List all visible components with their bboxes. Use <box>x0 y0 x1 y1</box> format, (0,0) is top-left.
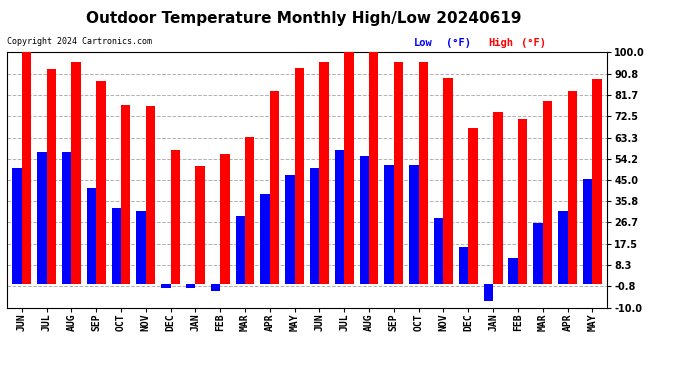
Bar <box>235 216 245 284</box>
Bar <box>96 81 106 284</box>
Bar <box>146 106 155 284</box>
Bar <box>62 152 71 284</box>
Bar <box>161 284 170 288</box>
Text: Outdoor Temperature Monthly High/Low 20240619: Outdoor Temperature Monthly High/Low 202… <box>86 11 522 26</box>
Bar <box>444 78 453 284</box>
Bar <box>37 152 47 284</box>
Bar <box>22 53 31 284</box>
Bar <box>87 188 96 284</box>
Bar <box>434 218 444 284</box>
Bar <box>509 258 518 284</box>
Bar <box>137 211 146 284</box>
Bar <box>409 165 419 284</box>
Bar <box>592 79 602 284</box>
Bar <box>567 91 577 284</box>
Bar <box>384 165 394 284</box>
Bar <box>121 105 130 284</box>
Bar <box>469 128 477 284</box>
Bar <box>359 156 369 284</box>
Bar <box>344 51 354 284</box>
Bar <box>518 118 527 284</box>
Bar <box>220 154 230 284</box>
Bar <box>47 69 56 284</box>
Bar <box>319 62 329 284</box>
Bar <box>245 137 255 284</box>
Bar <box>533 223 543 284</box>
Bar <box>186 284 195 288</box>
Bar <box>335 150 344 284</box>
Text: High: High <box>489 38 513 48</box>
Text: Low: Low <box>414 38 433 48</box>
Bar <box>112 208 121 284</box>
Bar <box>12 168 22 284</box>
Bar <box>285 176 295 284</box>
Text: Copyright 2024 Cartronics.com: Copyright 2024 Cartronics.com <box>7 38 152 46</box>
Bar <box>459 247 469 284</box>
Text: (°F): (°F) <box>446 38 471 48</box>
Bar <box>270 91 279 284</box>
Bar <box>583 179 592 284</box>
Bar <box>295 68 304 284</box>
Bar <box>310 168 319 284</box>
Bar <box>195 166 205 284</box>
Bar <box>419 62 428 284</box>
Bar <box>484 284 493 300</box>
Text: (°F): (°F) <box>521 38 546 48</box>
Bar <box>394 62 403 284</box>
Bar <box>493 112 502 284</box>
Bar <box>170 150 180 284</box>
Bar <box>543 101 552 284</box>
Bar <box>260 194 270 284</box>
Bar <box>558 211 567 284</box>
Bar <box>369 51 379 284</box>
Bar <box>211 284 220 291</box>
Bar <box>71 62 81 284</box>
